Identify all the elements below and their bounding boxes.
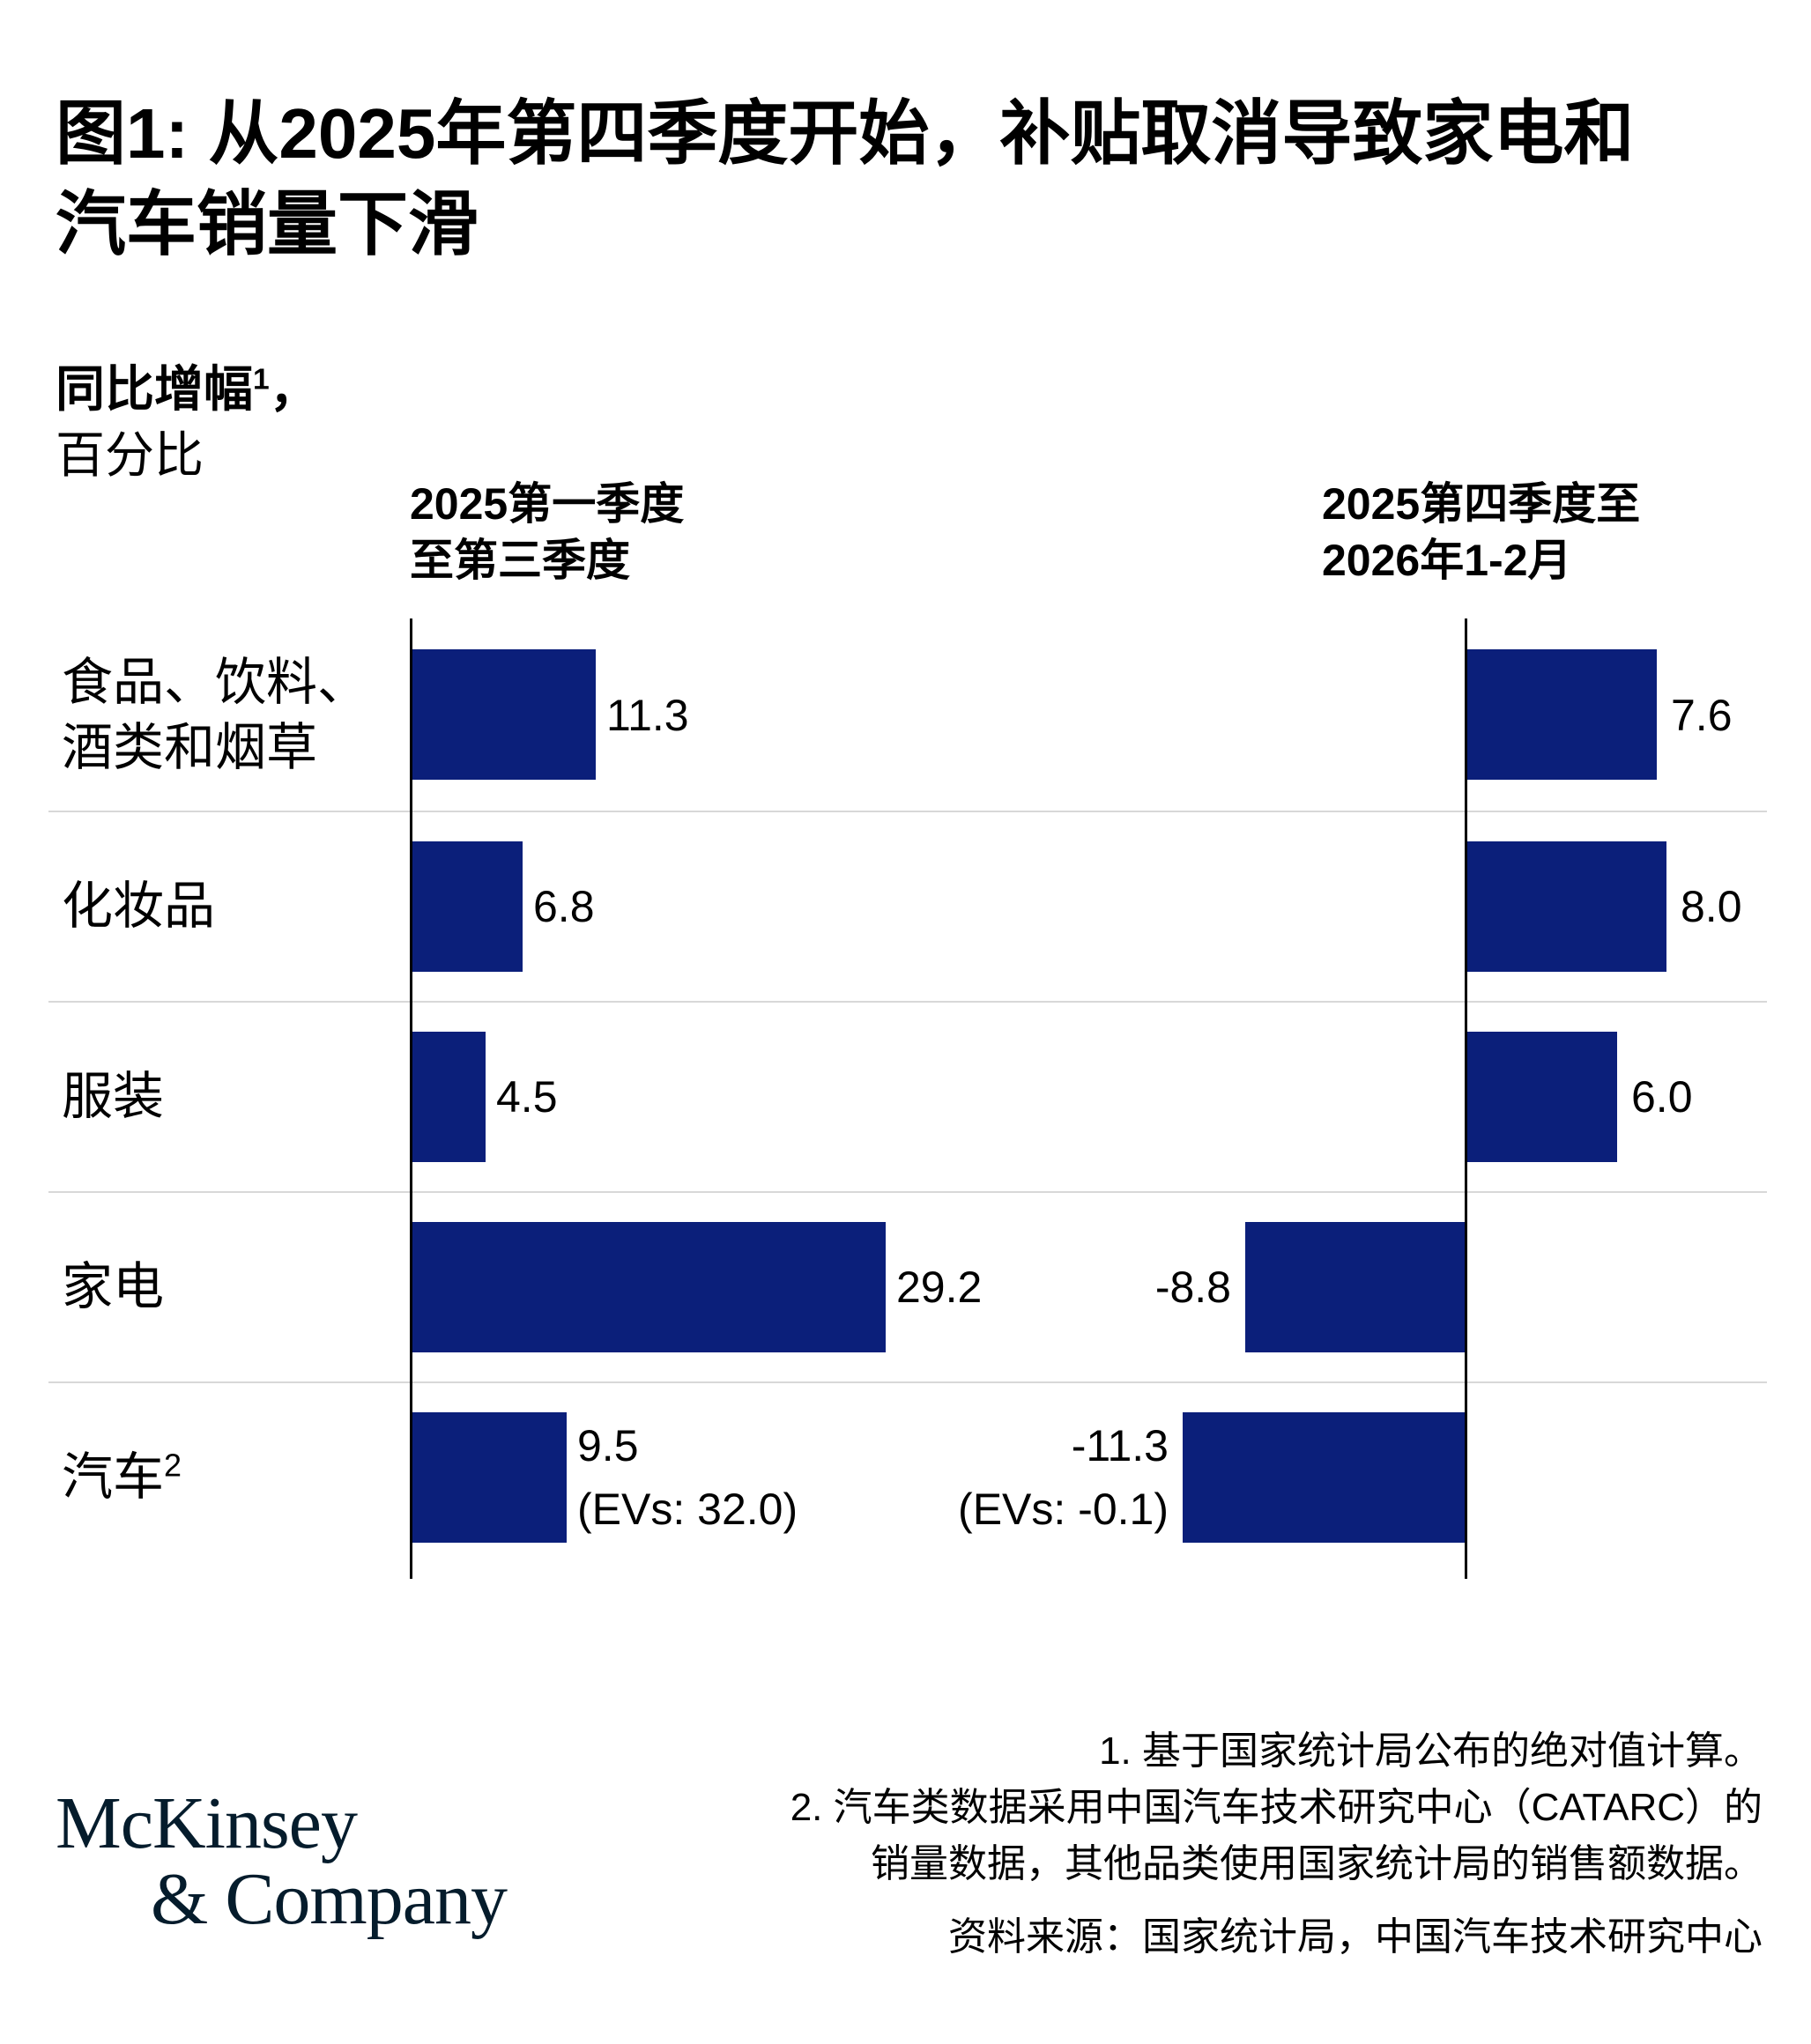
metric-label: 同比增幅1， [56,361,319,417]
ev-sublabel-row5-period2: (EVs: -0.1) [958,1485,1169,1534]
bar-row3-period1 [412,1032,486,1162]
unit-label: 百分比 [56,427,204,484]
chart-row-4: 家电 29.2 -8.8 [48,1191,1767,1381]
column-header-period2: 2025第四季度至 2026年1-2月 [1322,476,1640,589]
value-label-row2-period2: 8.0 [1681,882,1742,931]
mckinsey-logo-line2: & Company [151,1858,508,1940]
bar-row3-period2 [1467,1032,1617,1162]
mckinsey-logo: McKinsey & Company [56,1782,508,1940]
column-header-period1-line2: 至第三季度 [410,536,630,585]
bar-row2-period2 [1467,841,1666,972]
axis-line-period2 [1465,618,1467,1579]
figure-title-line2: 汽车销量下滑 [56,185,479,264]
chart-row-3: 服装 4.5 6.0 [48,1001,1767,1191]
chart-row-1: 食品、饮料、 酒类和烟草 11.3 7.6 [48,620,1767,811]
source-line: 资料来源：国家统计局，中国汽车技术研究中心 [948,1914,1763,1959]
y-axis-description: 同比增幅1， 百分比 [56,356,319,488]
value-label-row4-period2: -8.8 [1154,1263,1231,1312]
bar-row5-period1 [412,1412,567,1543]
footnote-2-line2: 销量数据，其他品类使用国家统计局的销售额数据。 [871,1842,1763,1886]
footnote-marker-2: 2 [164,1447,182,1484]
category-label-4: 家电 [62,1257,165,1315]
value-label-row5-period2: -11.3 (EVs: -0.1) [958,1383,1169,1572]
value-label-row1-period1: 11.3 [606,691,689,740]
footnote-marker-1: 1 [253,363,270,396]
axis-line-period1 [410,618,412,1579]
category-label-3: 服装 [62,1067,165,1125]
bar-row2-period1 [412,841,523,972]
figure-title-line1: 图1: 从2025年第四季度开始，补贴取消导致家电和 [56,94,1635,173]
bar-chart: 食品、饮料、 酒类和烟草 11.3 7.6 化妆品 6.8 8.0 服装 4.5 6.0 家电 29.… [48,618,1767,1579]
bar-row1-period2 [1467,649,1657,780]
chart-row-2: 化妆品 6.8 8.0 [48,811,1767,1001]
column-header-period1-line1: 2025第一季度 [410,479,685,529]
footnote-1: 1. 基于国家统计局公布的绝对值计算。 [1099,1729,1763,1773]
value-label-row3-period1: 4.5 [496,1072,558,1122]
column-header-period2-line1: 2025第四季度至 [1322,479,1641,529]
value-label-row4-period1: 29.2 [896,1263,983,1312]
column-header-period1: 2025第一季度 至第三季度 [410,476,684,589]
value-label-row3-period2: 6.0 [1631,1072,1693,1122]
value-label-row5-period1: 9.5 (EVs: 32.0) [577,1383,798,1572]
chart-row-5: 汽车2 9.5 (EVs: 32.0) -11.3 (EVs: -0.1) [48,1381,1767,1572]
value-label-row1-period2: 7.6 [1671,691,1733,740]
bar-row4-period2 [1245,1222,1465,1352]
footnotes: 1. 基于国家统计局公布的绝对值计算。 2. 汽车类数据采用中国汽车技术研究中心… [790,1723,1763,1966]
mckinsey-logo-line1: McKinsey [56,1782,358,1864]
figure-title: 图1: 从2025年第四季度开始，补贴取消导致家电和 汽车销量下滑 [56,88,1774,270]
footnote-2-line1: 2. 汽车类数据采用中国汽车技术研究中心（CATARC）的 [790,1786,1763,1830]
category-label-1: 食品、饮料、 酒类和烟草 [62,653,369,776]
category-label-2: 化妆品 [62,877,216,935]
ev-sublabel-row5-period1: (EVs: 32.0) [577,1485,798,1534]
bar-row5-period2 [1183,1412,1465,1543]
column-header-period2-line2: 2026年1-2月 [1322,536,1572,585]
bar-row1-period1 [412,649,596,780]
bar-row4-period1 [412,1222,886,1352]
category-label-5: 汽车2 [62,1447,182,1506]
value-label-row2-period1: 6.8 [533,882,595,931]
